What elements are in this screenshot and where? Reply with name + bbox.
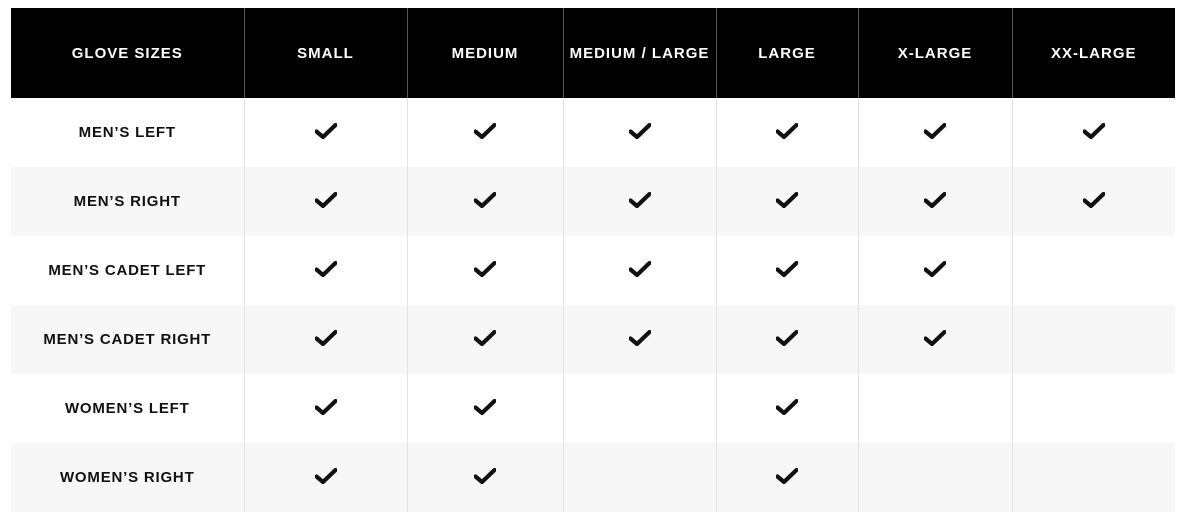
checkmark-icon [314,329,337,346]
size-cell [857,98,1012,167]
checkmark-icon [924,329,946,346]
checkmark-icon [314,191,337,208]
size-cell [1011,236,1175,305]
row-label: MEN’S RIGHT [11,167,244,236]
size-cell [715,98,858,167]
checkmark-icon [1082,191,1105,208]
size-cell [1011,443,1175,512]
checkmark-icon [474,398,496,415]
column-header: LARGE [715,8,858,98]
size-cell [857,305,1012,374]
table-row: MEN’S CADET RIGHT [11,305,1175,374]
table-row: WOMEN’S RIGHT [11,443,1175,512]
checkmark-icon [776,260,798,277]
row-label: MEN’S LEFT [78,124,176,141]
size-cell [243,167,407,236]
size-cell [243,443,407,512]
checkmark-icon [474,260,496,277]
size-cell [562,167,716,236]
checkmark-icon [628,260,651,277]
checkmark-icon [924,122,946,139]
size-cell [1011,98,1175,167]
size-cell [243,236,407,305]
size-cell [715,443,858,512]
size-cell [406,374,563,443]
row-label: MEN’S CADET RIGHT [11,305,244,374]
row-label: WOMEN’S LEFT [64,400,190,417]
row-label: WOMEN’S RIGHT [11,443,244,512]
checkmark-icon [314,122,337,139]
size-cell [406,167,563,236]
checkmark-icon [474,191,496,208]
checkmark-icon [314,467,337,484]
size-cell [243,98,407,167]
size-cell [1011,374,1175,443]
size-cell [562,305,716,374]
checkmark-icon [776,122,798,139]
size-cell [715,167,858,236]
glove-size-table: GLOVE SIZES SMALL MEDIUM MEDIUM / LARGE LARG… [11,8,1175,512]
checkmark-icon [628,122,651,139]
size-cell [1011,305,1175,374]
checkmark-icon [314,398,337,415]
size-cell [406,236,563,305]
size-cell [715,236,858,305]
checkmark-icon [924,191,946,208]
size-cell [1011,167,1175,236]
checkmark-icon [1082,122,1105,139]
size-cell [562,443,716,512]
header-row: GLOVE SIZES SMALL MEDIUM MEDIUM / LARGE LARG… [11,8,1175,98]
size-cell [406,98,563,167]
table-row: MEN’S LEFT [11,98,1175,167]
checkmark-icon [776,191,798,208]
checkmark-icon [628,191,651,208]
column-header: MEDIUM / LARGE [562,8,716,98]
size-cell [406,443,563,512]
column-header: XX-LARGE [1011,8,1175,98]
size-cell [715,305,858,374]
size-cell [857,236,1012,305]
checkmark-icon [776,398,798,415]
column-header: X-LARGE [857,8,1012,98]
size-cell [857,374,1012,443]
size-cell [562,236,716,305]
row-label: MEN’S CADET LEFT [48,262,207,279]
checkmark-icon [474,122,496,139]
size-cell [562,98,716,167]
checkmark-icon [474,329,496,346]
table-row: WOMEN’S LEFT [11,374,1175,443]
checkmark-icon [924,260,946,277]
column-header: MEDIUM [406,8,563,98]
size-cell [562,374,716,443]
size-cell [857,443,1012,512]
column-header: SMALL [243,8,407,98]
checkmark-icon [628,329,651,346]
size-cell [243,305,407,374]
size-cell [715,374,858,443]
checkmark-icon [776,329,798,346]
size-cell [243,374,407,443]
table-row: MEN’S CADET LEFT [11,236,1175,305]
checkmark-icon [776,467,798,484]
checkmark-icon [474,467,496,484]
size-cell [406,305,563,374]
table-row: MEN’S RIGHT [11,167,1175,236]
size-cell [857,167,1012,236]
column-header: GLOVE SIZES [11,8,244,98]
checkmark-icon [314,260,337,277]
